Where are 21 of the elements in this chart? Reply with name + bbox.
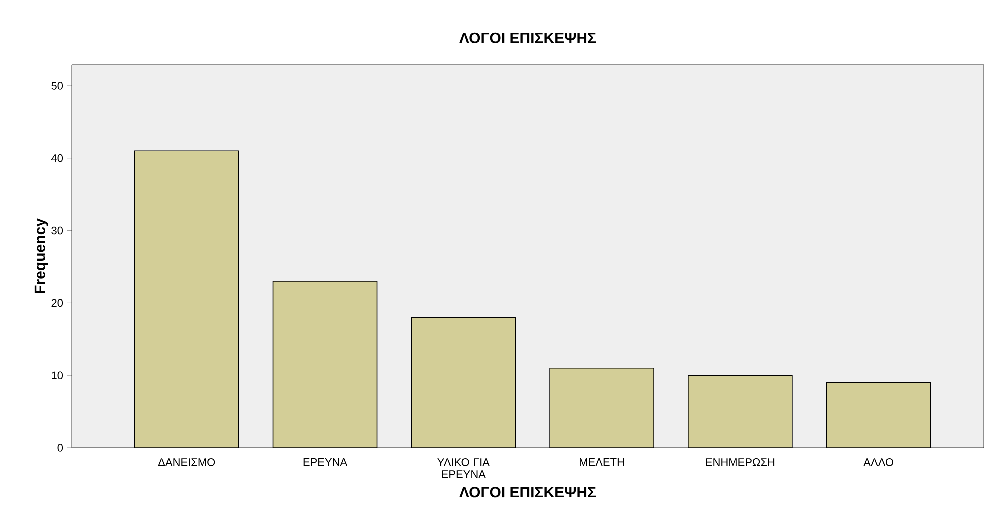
- x-axis-title: ΛΟΓΟΙ ΕΠΙΣΚΕΨΗΣ: [460, 487, 596, 498]
- y-axis-title: Frequency: [34, 218, 48, 294]
- y-tick-label: 40: [51, 154, 64, 162]
- chart-title: ΛΟΓΟΙ ΕΠΙΣΚΕΨΗΣ: [460, 32, 596, 44]
- bar: [826, 382, 932, 448]
- x-tick-label: ΕΝΗΜΕΡΩΣΗ: [706, 458, 775, 466]
- y-tick-label: 30: [52, 226, 64, 235]
- x-tick-label: ΔΑΝΕΙΣΜΟ: [158, 458, 216, 466]
- x-tick-label: ΕΡΕΥΝΑ: [304, 458, 348, 466]
- bar: [550, 368, 654, 448]
- y-tick-label: 10: [52, 372, 64, 380]
- x-tick-label: ΑΛΛΟ: [864, 458, 894, 466]
- bar: [688, 375, 793, 448]
- bar: [411, 317, 516, 448]
- x-tick-label: ΜΕΛΕΤΗ: [580, 458, 624, 466]
- bar: [134, 150, 240, 448]
- bar: [273, 281, 378, 448]
- y-tick-label: 50: [52, 82, 64, 90]
- x-tick-label: ΥΛΙΚΟ ΓΙΑ ΕΡΕΥΝΑ: [438, 458, 490, 478]
- y-tick-label: 20: [52, 299, 64, 308]
- y-tick-label: 0: [58, 444, 64, 452]
